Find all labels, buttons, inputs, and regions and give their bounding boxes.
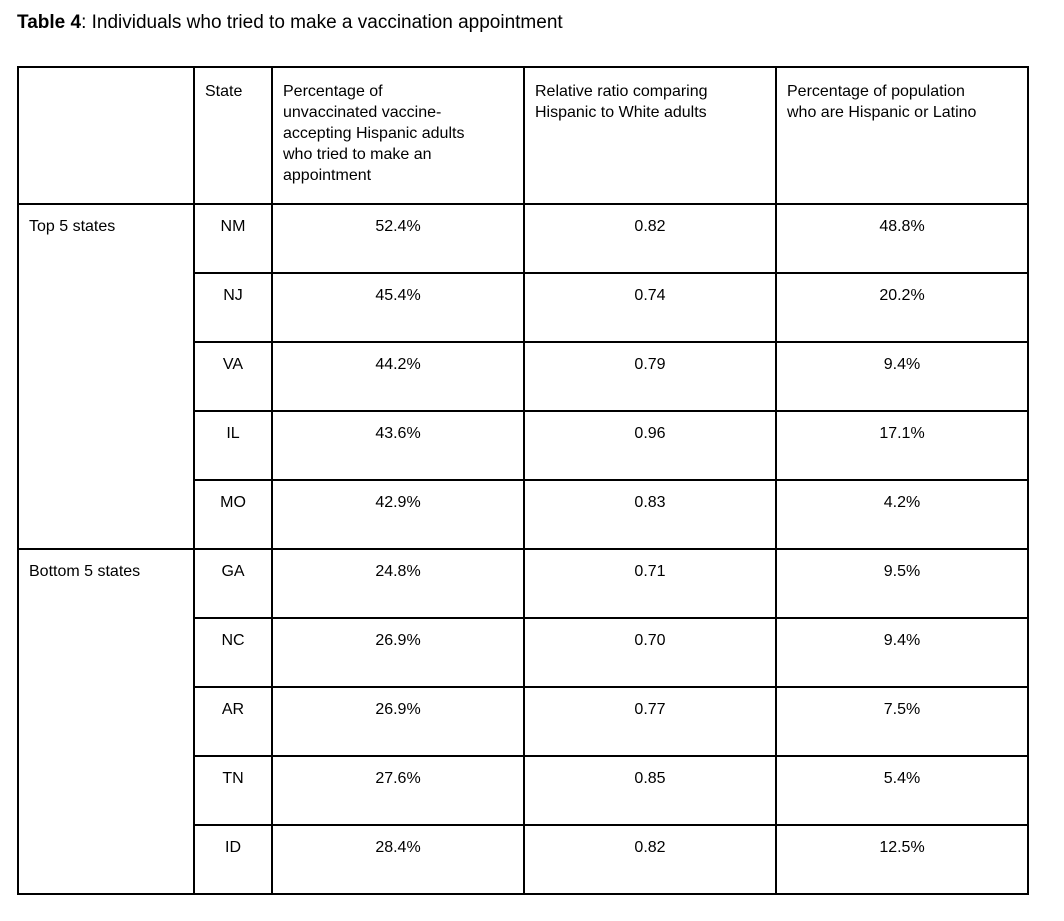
state-cell: NJ (193, 272, 273, 343)
state-cell: IL (193, 410, 273, 481)
column-header-state: State (193, 66, 273, 205)
ratio-cell: 0.79 (523, 341, 777, 412)
state-cell: NM (193, 203, 273, 274)
state-cell: VA (193, 341, 273, 412)
table-row: Top 5 states NM 52.4% 0.82 48.8% (17, 203, 1029, 550)
table-row: Bottom 5 states GA 24.8% 0.71 9.5% (17, 548, 1029, 895)
state-cell: GA (193, 548, 273, 619)
table-row: NC 26.9% 0.70 9.4% (18, 617, 1029, 688)
pct-tried-cell: 27.6% (271, 755, 525, 826)
ratio-cell: 0.74 (523, 272, 777, 343)
column-header-population-hispanic: Percentage of population who are Hispani… (775, 66, 1029, 205)
column-header-group (17, 66, 195, 205)
table-row: TN 27.6% 0.85 5.4% (18, 755, 1029, 826)
group-cell-top5: Top 5 states (17, 203, 195, 550)
ratio-cell: 0.70 (523, 617, 777, 688)
pop-pct-cell: 9.5% (775, 548, 1029, 619)
table-row: MO 42.9% 0.83 4.2% (18, 479, 1029, 550)
table-row: NJ 45.4% 0.74 20.2% (18, 272, 1029, 343)
ratio-cell: 0.96 (523, 410, 777, 481)
pct-tried-cell: 45.4% (271, 272, 525, 343)
ratio-cell: 0.82 (523, 824, 777, 895)
pct-tried-cell: 42.9% (271, 479, 525, 550)
ratio-cell: 0.77 (523, 686, 777, 757)
pct-tried-cell: 43.6% (271, 410, 525, 481)
pop-pct-cell: 48.8% (775, 203, 1029, 274)
header-row: State Percentage of unvaccinated vaccine… (17, 66, 1029, 205)
table-row: IL 43.6% 0.96 17.1% (18, 410, 1029, 481)
state-cell: MO (193, 479, 273, 550)
state-cell: TN (193, 755, 273, 826)
vaccination-appointment-table: State Percentage of unvaccinated vaccine… (17, 66, 1029, 895)
ratio-cell: 0.83 (523, 479, 777, 550)
table-number-label: Table 4 (17, 12, 82, 33)
pct-tried-cell: 26.9% (271, 686, 525, 757)
pop-pct-cell: 5.4% (775, 755, 1029, 826)
pop-pct-cell: 12.5% (775, 824, 1029, 895)
column-header-relative-ratio: Relative ratio comparing Hispanic to Whi… (523, 66, 777, 205)
state-cell: AR (193, 686, 273, 757)
pct-tried-cell: 28.4% (271, 824, 525, 895)
table-row: AR 26.9% 0.77 7.5% (18, 686, 1029, 757)
group-cell-bottom5: Bottom 5 states (17, 548, 195, 895)
table-row: VA 44.2% 0.79 9.4% (18, 341, 1029, 412)
ratio-cell: 0.71 (523, 548, 777, 619)
pop-pct-cell: 4.2% (775, 479, 1029, 550)
pop-pct-cell: 20.2% (775, 272, 1029, 343)
page-title: Table 4: Individuals who tried to make a… (17, 11, 563, 36)
pct-tried-cell: 44.2% (271, 341, 525, 412)
state-cell: NC (193, 617, 273, 688)
ratio-cell: 0.85 (523, 755, 777, 826)
pct-tried-cell: 24.8% (271, 548, 525, 619)
pop-pct-cell: 17.1% (775, 410, 1029, 481)
pop-pct-cell: 9.4% (775, 617, 1029, 688)
table-row: ID 28.4% 0.82 12.5% (18, 824, 1029, 895)
state-cell: ID (193, 824, 273, 895)
table-title-text: : Individuals who tried to make a vaccin… (81, 12, 563, 33)
pct-tried-cell: 52.4% (271, 203, 525, 274)
pop-pct-cell: 7.5% (775, 686, 1029, 757)
pop-pct-cell: 9.4% (775, 341, 1029, 412)
pct-tried-cell: 26.9% (271, 617, 525, 688)
ratio-cell: 0.82 (523, 203, 777, 274)
column-header-percentage-tried: Percentage of unvaccinated vaccine- acce… (271, 66, 525, 205)
